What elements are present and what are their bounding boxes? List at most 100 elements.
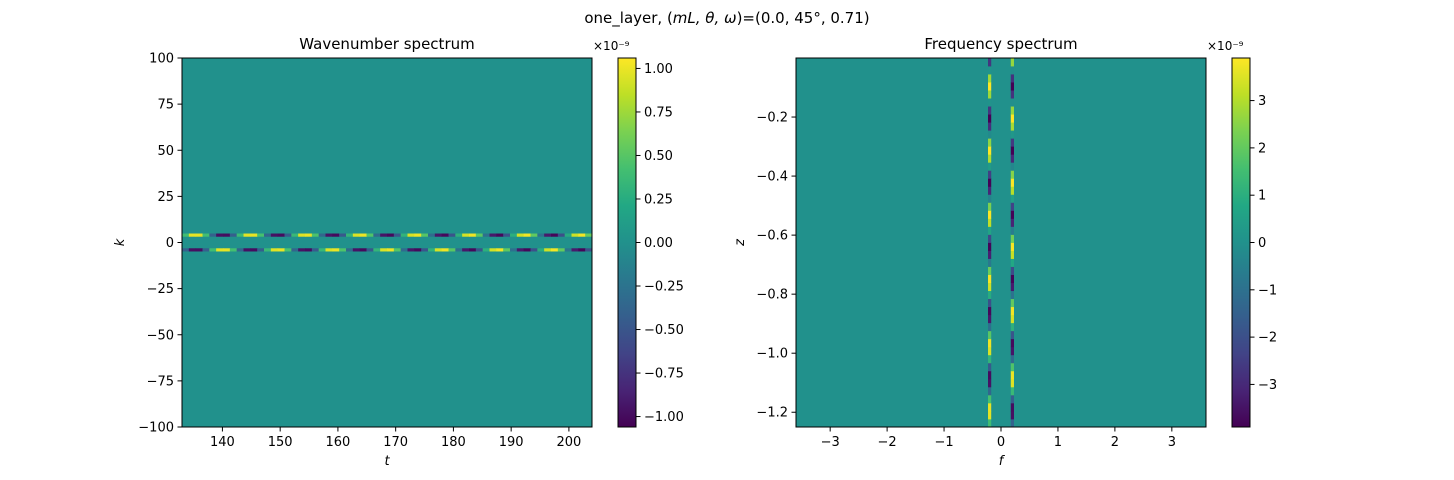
frequency-band-cell (1010, 346, 1014, 356)
wavenumber-colorbar (617, 57, 637, 428)
frequency-colorbar-tick-label: 3 (1258, 94, 1266, 109)
frequency-band-cell (988, 314, 992, 324)
frequency-x-tick-label: −1 (934, 435, 953, 450)
frequency-y-tick-label: −0.4 (756, 170, 788, 185)
frequency-band-cell (988, 242, 992, 251)
frequency-band-cell (988, 354, 992, 364)
wavenumber-band-cell (421, 248, 429, 252)
wavenumber-spectrum-panel: 140 150 160 170 180 190 200 100 75 50 25 0 −25 −50 −75… (113, 35, 684, 469)
wavenumber-band-cell (305, 248, 313, 252)
wavenumber-band-cell (489, 233, 497, 237)
frequency-band-cell (988, 378, 992, 388)
frequency-band-cell (988, 346, 992, 356)
wavenumber-band-cell (393, 248, 402, 252)
wavenumber-band-cell (510, 248, 518, 252)
wavenumber-band-cell (182, 233, 190, 237)
wavenumber-band-cell (195, 248, 203, 252)
wavenumber-band-cell (318, 248, 326, 252)
frequency-band-cell (1010, 306, 1014, 316)
wavenumber-band-cell (359, 248, 367, 252)
wavenumber-band-cell (407, 233, 415, 237)
wavenumber-band-cell (298, 233, 306, 237)
wavenumber-band-cell (223, 233, 231, 237)
wavenumber-band-cell (469, 233, 477, 237)
wavenumber-x-tick-label: 140 (210, 435, 235, 450)
wavenumber-band-cell (325, 233, 333, 237)
frequency-colorbar-offset-label: ×10⁻⁹ (1207, 39, 1244, 53)
wavenumber-band-cell (551, 233, 559, 237)
frequency-band-cell (1010, 402, 1014, 412)
frequency-band-cell (1010, 138, 1014, 147)
frequency-x-tick-label: 2 (1111, 435, 1119, 450)
wavenumber-band-cell (482, 233, 490, 237)
frequency-band-cell (988, 146, 992, 155)
wavenumber-y-tick-label: −50 (147, 328, 174, 343)
wavenumber-colorbar-tick-label: −0.50 (644, 323, 684, 338)
wavenumber-band-cell (414, 248, 422, 252)
frequency-band-cell (988, 210, 992, 219)
wavenumber-colorbar-tick-label: 1.00 (644, 62, 673, 77)
frequency-band-cell (988, 394, 992, 404)
wavenumber-band-cell (332, 233, 340, 237)
frequency-band-cell (1010, 178, 1014, 187)
wavenumber-band-cell (243, 233, 251, 237)
wavenumber-band-cell (311, 248, 320, 252)
frequency-band-cell (1010, 370, 1014, 380)
frequency-band-cell (988, 298, 992, 308)
wavenumber-band-cell (544, 233, 552, 237)
wavenumber-band-cell (578, 248, 586, 252)
wavenumber-band-cell (551, 248, 559, 252)
wavenumber-band-cell (209, 248, 217, 252)
frequency-y-tick-label: −0.2 (756, 111, 788, 126)
frequency-y-tick-label: −1.0 (756, 347, 788, 362)
wavenumber-ylabel: k (113, 238, 128, 246)
frequency-xlabel: f (999, 454, 1006, 469)
wavenumber-band-cell (585, 233, 593, 237)
wavenumber-band-cell (243, 248, 251, 252)
wavenumber-band-cell (469, 248, 477, 252)
wavenumber-band-cell (250, 248, 258, 252)
frequency-band-cell (988, 322, 992, 332)
frequency-band-cell (1010, 74, 1014, 83)
wavenumber-band-cell (332, 248, 340, 252)
wavenumber-y-tick-label: 25 (157, 190, 174, 205)
frequency-band-cell (988, 186, 992, 195)
frequency-band-cell (1010, 298, 1014, 308)
wavenumber-band-cell (380, 233, 388, 237)
wavenumber-xlabel: t (384, 454, 390, 469)
wavenumber-title: Wavenumber spectrum (299, 35, 474, 53)
frequency-band-cell (1010, 114, 1014, 123)
wavenumber-heatmap-background (182, 58, 592, 427)
frequency-band-cell (988, 98, 992, 107)
frequency-x-tick-label: −2 (878, 435, 897, 450)
wavenumber-y-tick-label: 75 (157, 98, 174, 113)
wavenumber-y-tick-label: 0 (166, 236, 174, 251)
wavenumber-band-cell (366, 248, 374, 252)
wavenumber-band-cell (503, 233, 511, 237)
frequency-band-cell (1010, 202, 1014, 211)
wavenumber-band-cell (496, 233, 504, 237)
frequency-x-tick-label: −3 (821, 435, 840, 450)
frequency-colorbar-tick-label: 0 (1258, 236, 1266, 251)
wavenumber-band-cell (455, 233, 463, 237)
frequency-band-cell (1010, 394, 1014, 404)
wavenumber-band-cell (264, 248, 272, 252)
frequency-band-cell (988, 282, 992, 292)
frequency-band-cell (988, 130, 992, 139)
wavenumber-y-tick-label: 50 (157, 144, 174, 159)
frequency-band-cell (1010, 90, 1014, 99)
wavenumber-band-cell (393, 233, 402, 237)
frequency-band-cell (1010, 386, 1014, 396)
wavenumber-band-cell (216, 248, 224, 252)
wavenumber-band-cell (571, 248, 579, 252)
wavenumber-band-cell (284, 248, 292, 252)
wavenumber-band-cell (414, 233, 422, 237)
frequency-band-cell (988, 250, 992, 259)
frequency-band-cell (988, 330, 992, 340)
frequency-colorbar-tick-label: 2 (1258, 141, 1266, 156)
wavenumber-band-cell (277, 248, 285, 252)
frequency-band-cell (1010, 106, 1014, 115)
frequency-spectrum-panel: −3 −2 −1 0 1 2 3 −0.2 −0.4 −0.6 −0.8 −1.0 −1.2 Freque… (733, 35, 1277, 469)
frequency-band-cell (1010, 146, 1014, 155)
wavenumber-band-cell (557, 233, 566, 237)
